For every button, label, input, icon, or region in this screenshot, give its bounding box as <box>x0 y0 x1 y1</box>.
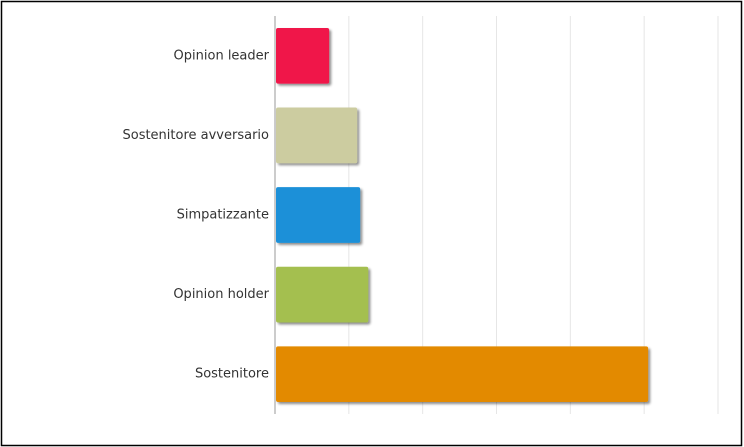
bar <box>276 266 369 323</box>
bar <box>276 27 330 84</box>
bar <box>276 346 649 403</box>
bar <box>276 187 361 243</box>
y-tick-label: Sostenitore avversario <box>122 128 269 143</box>
bar <box>276 107 358 164</box>
y-tick-label: Opinion holder <box>173 287 269 302</box>
y-tick-label: Opinion leader <box>174 48 270 63</box>
y-tick-label: Simpatizzante <box>177 208 269 223</box>
y-tick-label: Sostenitore <box>195 367 269 382</box>
